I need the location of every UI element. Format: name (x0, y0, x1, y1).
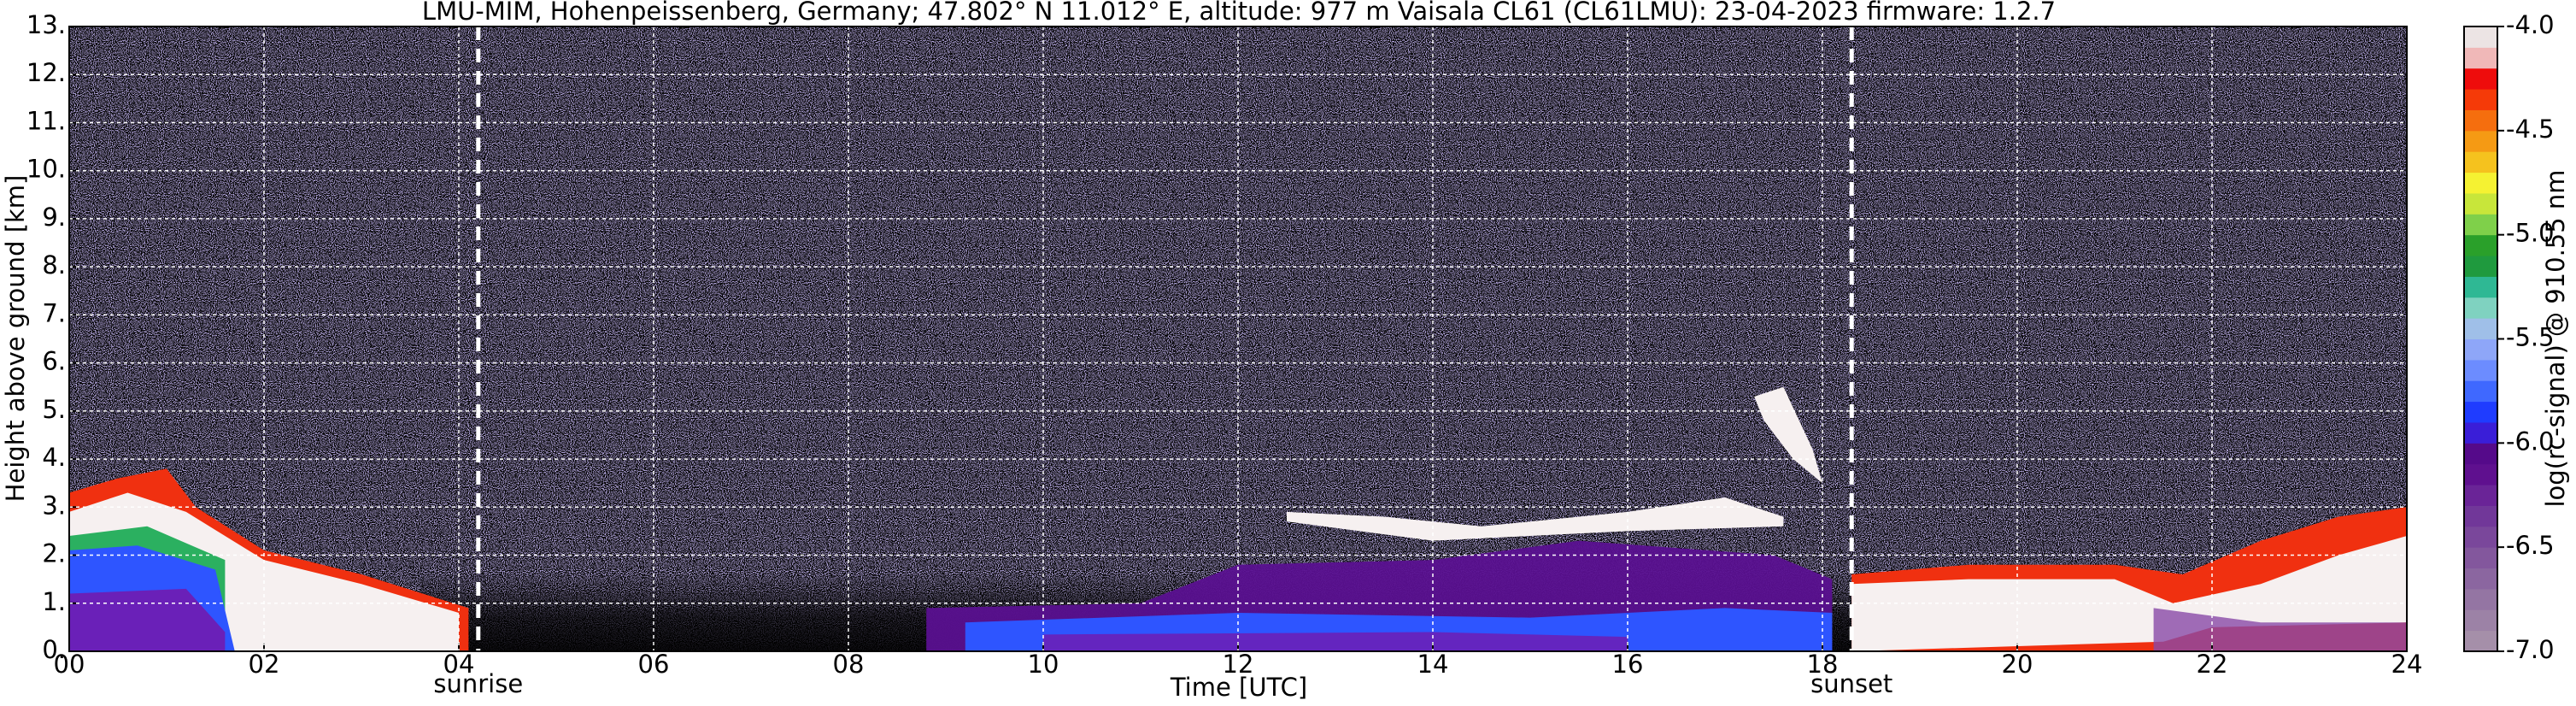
colorbar-tick-label: -6.5 (2506, 531, 2555, 560)
x-tick-label: 22 (2197, 650, 2228, 679)
y-tick-label: 11. (26, 106, 66, 135)
colorbar-segment (2464, 192, 2497, 215)
colorbar-segment (2464, 526, 2497, 548)
colorbar-segment (2464, 130, 2497, 152)
y-tick-label: 2. (42, 539, 66, 568)
x-tick-label: 08 (833, 650, 865, 679)
colorbar-segment (2464, 588, 2497, 610)
colorbar-segment (2464, 463, 2497, 485)
colorbar-segment (2464, 318, 2497, 339)
colorbar-segment (2464, 26, 2497, 48)
y-tick-label: 10. (26, 155, 66, 184)
colorbar-segment (2464, 47, 2497, 69)
colorbar-segment (2464, 89, 2497, 110)
colorbar-tick-label: -5.5 (2506, 323, 2555, 352)
colorbar-segment (2464, 443, 2497, 465)
colorbar-segment (2464, 214, 2497, 236)
cloud-layer (69, 588, 226, 651)
colorbar-segment (2464, 172, 2497, 194)
colorbar-tick-label: -7.0 (2506, 635, 2555, 664)
annotation-label: sunset (1810, 669, 1892, 698)
colorbar-segment (2464, 276, 2497, 298)
colorbar-segment (2464, 547, 2497, 569)
x-axis-label: Time [UTC] (1170, 673, 1307, 702)
colorbar-segment (2464, 151, 2497, 174)
colorbar-segment (2464, 234, 2497, 256)
y-tick-label: 3. (42, 491, 66, 520)
colorbar-segment (2464, 338, 2497, 361)
colorbar-segment (2464, 297, 2497, 319)
colorbar-segment (2464, 421, 2497, 444)
x-tick-label: 00 (54, 650, 85, 679)
colorbar-segment (2464, 380, 2497, 403)
colorbar-segment (2464, 609, 2497, 632)
y-tick-label: 12. (26, 58, 66, 87)
y-tick-label: 5. (42, 395, 66, 424)
y-tick-label: 9. (42, 203, 66, 232)
y-tick-label: 0. (42, 635, 66, 664)
colorbar-tick-label: -4.0 (2506, 10, 2555, 39)
y-tick-label: 8. (42, 250, 66, 279)
colorbar-segment (2464, 68, 2497, 90)
chart-title: LMU-MIM, Hohenpeissenberg, Germany; 47.8… (422, 0, 2056, 26)
cloud-layer (2153, 608, 2407, 651)
colorbar-tick-label: -4.5 (2506, 115, 2555, 144)
y-tick-label: 13. (26, 10, 66, 39)
colorbar-label: log(rc-signal) @ 910.55 nm (2541, 169, 2570, 507)
colorbar-segment (2464, 109, 2497, 132)
x-tick-label: 20 (2002, 650, 2033, 679)
x-tick-label: 16 (1612, 650, 1644, 679)
y-tick-label: 7. (42, 298, 66, 327)
y-axis-label: Height above ground [km] (1, 175, 30, 503)
x-tick-label: 12 (1223, 650, 1254, 679)
colorbar-tick-label: -6.0 (2506, 427, 2555, 456)
cloud-layer (1043, 632, 1628, 651)
colorbar-segment (2464, 630, 2497, 652)
x-tick-label: 02 (249, 650, 280, 679)
x-tick-label: 18 (1807, 650, 1839, 679)
x-tick-label: 14 (1417, 650, 1449, 679)
colorbar-segment (2464, 568, 2497, 590)
colorbar-tick-label: -5.0 (2506, 219, 2555, 248)
x-tick-label: 04 (443, 650, 475, 679)
colorbar-segment (2464, 401, 2497, 423)
plot-frame (68, 26, 2408, 652)
x-tick-label: 10 (1028, 650, 1059, 679)
x-tick-label: 24 (2391, 650, 2423, 679)
colorbar-segment (2464, 485, 2497, 506)
annotation-label: sunrise (433, 669, 523, 698)
colorbar-segment (2464, 359, 2497, 381)
x-tick-label: 06 (638, 650, 670, 679)
y-tick-label: 1. (42, 587, 66, 616)
y-tick-label: 4. (42, 443, 66, 472)
colorbar-segment (2464, 505, 2497, 527)
cloud-layer (1287, 497, 1784, 541)
y-tick-label: 6. (42, 347, 66, 376)
colorbar-segment (2464, 256, 2497, 277)
